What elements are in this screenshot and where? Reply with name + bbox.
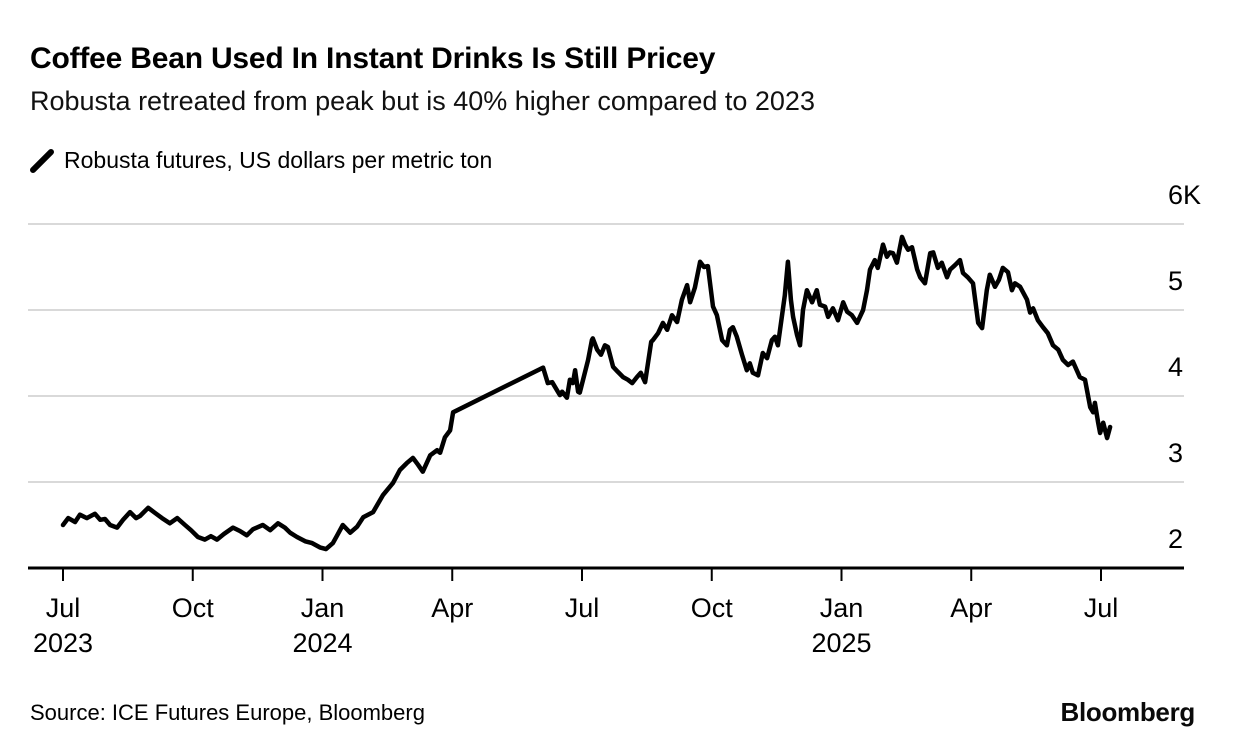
y-tick-label: 4	[1168, 352, 1183, 382]
bloomberg-logo: Bloomberg	[1060, 697, 1195, 727]
x-tick-label: Apr	[950, 593, 992, 623]
y-tick-label: 6K	[1168, 180, 1201, 210]
x-tick-label: Jan	[820, 593, 864, 623]
x-tick-label: Jan	[301, 593, 345, 623]
x-tick-label: Apr	[431, 593, 473, 623]
x-tick-label: Jul	[46, 593, 81, 623]
price-line	[60, 234, 1113, 552]
line-swatch-icon	[30, 148, 54, 173]
x-tick-label: Jul	[1084, 593, 1119, 623]
page-title: Coffee Bean Used In Instant Drinks Is St…	[30, 42, 716, 75]
y-tick-label: 2	[1168, 524, 1183, 554]
page-subtitle: Robusta retreated from peak but is 40% h…	[30, 86, 815, 116]
x-year-label: 2025	[811, 628, 871, 658]
x-year-label: 2024	[292, 628, 352, 658]
x-tick-label: Oct	[691, 593, 734, 623]
y-tick-label: 3	[1168, 438, 1183, 468]
y-tick-label: 5	[1168, 266, 1183, 296]
source-note: Source: ICE Futures Europe, Bloomberg	[30, 700, 425, 725]
x-tick-label: Jul	[565, 593, 600, 623]
x-tick-label: Oct	[172, 593, 215, 623]
x-year-label: 2023	[33, 628, 93, 658]
legend: Robusta futures, US dollars per metric t…	[30, 147, 492, 174]
legend-label: Robusta futures, US dollars per metric t…	[64, 147, 493, 173]
